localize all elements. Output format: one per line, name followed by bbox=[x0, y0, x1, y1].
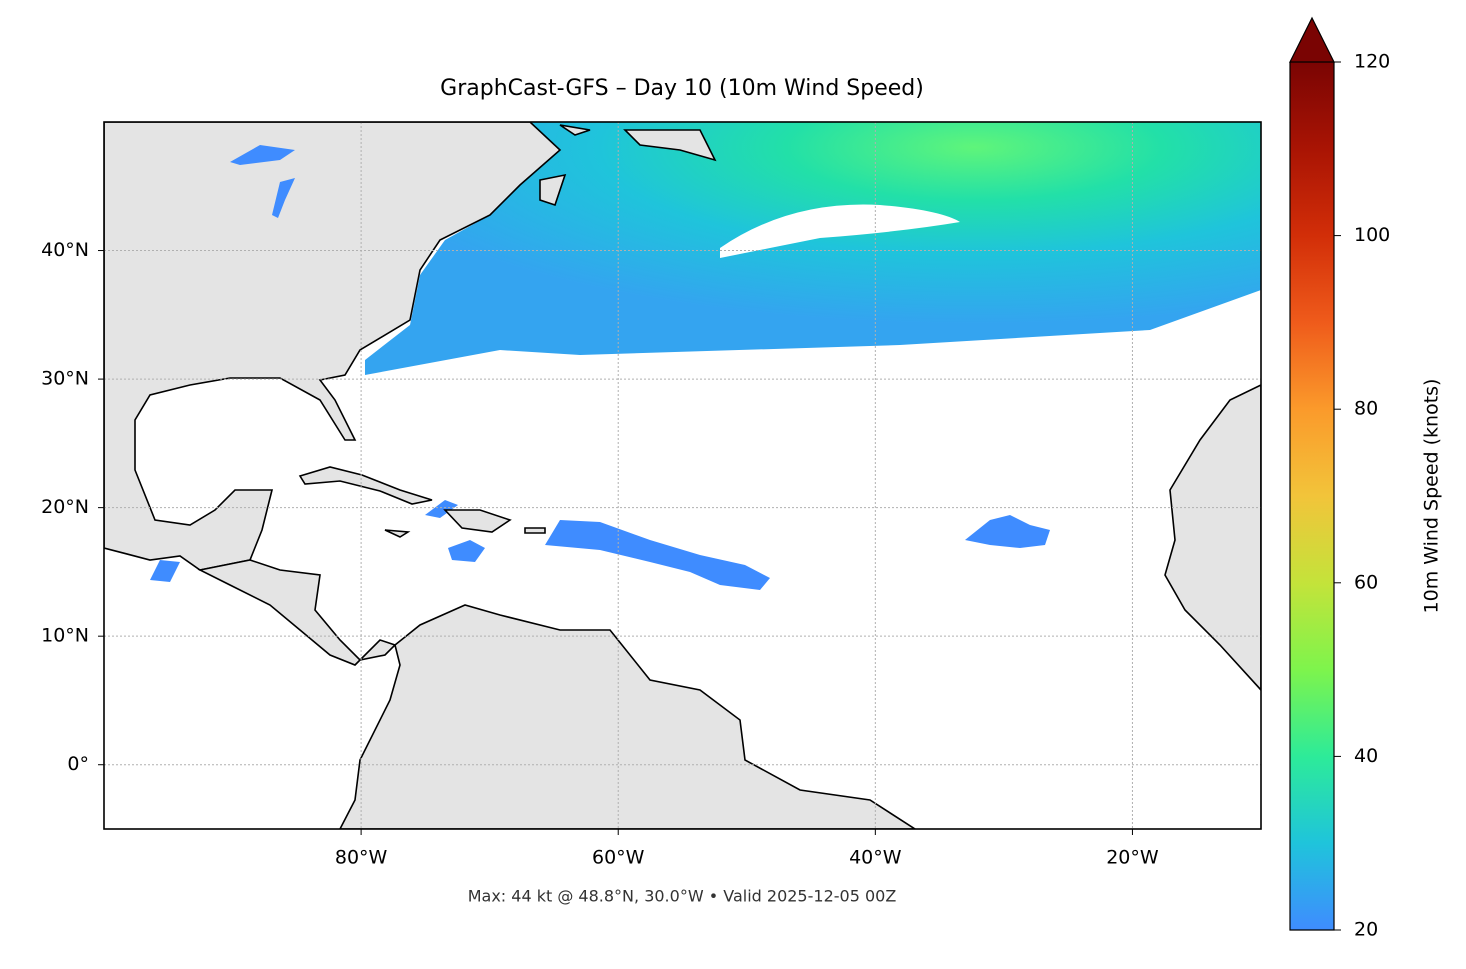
colorbar-tick-label: 40 bbox=[1354, 745, 1378, 767]
x-tick-label: 80°W bbox=[335, 847, 388, 869]
colorbar-tick-label: 60 bbox=[1354, 571, 1378, 593]
south-america bbox=[339, 604, 917, 829]
x-tick-label: 40°W bbox=[849, 847, 902, 869]
colorbar-tick-label: 20 bbox=[1354, 919, 1378, 941]
x-tick-label: 60°W bbox=[592, 847, 645, 869]
colorbar-frame bbox=[1289, 62, 1335, 931]
map-title: GraphCast-GFS – Day 10 (10m Wind Speed) bbox=[440, 76, 924, 101]
wind-patch bbox=[425, 500, 458, 518]
y-tick-label: 40°N bbox=[41, 239, 89, 261]
central-america bbox=[197, 559, 397, 666]
y-tick-label: 20°N bbox=[41, 496, 89, 518]
colorbar-tick-label: 120 bbox=[1354, 51, 1390, 73]
hispaniola bbox=[443, 509, 512, 533]
wind-swath bbox=[365, 122, 1261, 375]
colorbar bbox=[1290, 62, 1334, 930]
wind-patch bbox=[545, 520, 770, 590]
map-body bbox=[104, 122, 1261, 829]
island bbox=[384, 124, 717, 538]
caption: Max: 44 kt @ 48.8°N, 30.0°W • Valid 2025… bbox=[468, 887, 897, 906]
grid bbox=[104, 122, 1261, 829]
x-tick-label: 20°W bbox=[1106, 847, 1159, 869]
colorbar-extend bbox=[1289, 16, 1335, 63]
y-tick-label: 0° bbox=[67, 753, 89, 775]
y-tick-label: 30°N bbox=[41, 368, 89, 390]
cuba bbox=[298, 466, 433, 505]
wind-patch bbox=[150, 560, 180, 582]
calm-area bbox=[720, 204, 960, 258]
y-tick-label: 10°N bbox=[41, 625, 89, 647]
colorbar-tick-label: 100 bbox=[1354, 224, 1390, 246]
map-frame bbox=[103, 121, 1262, 830]
wind-patch bbox=[448, 540, 485, 562]
wind-patch bbox=[230, 145, 295, 218]
colorbar-tick-label: 80 bbox=[1354, 398, 1378, 420]
colorbar-label: 10m Wind Speed (knots) bbox=[1421, 379, 1443, 614]
wind-patch bbox=[965, 515, 1050, 548]
africa bbox=[1164, 384, 1261, 692]
